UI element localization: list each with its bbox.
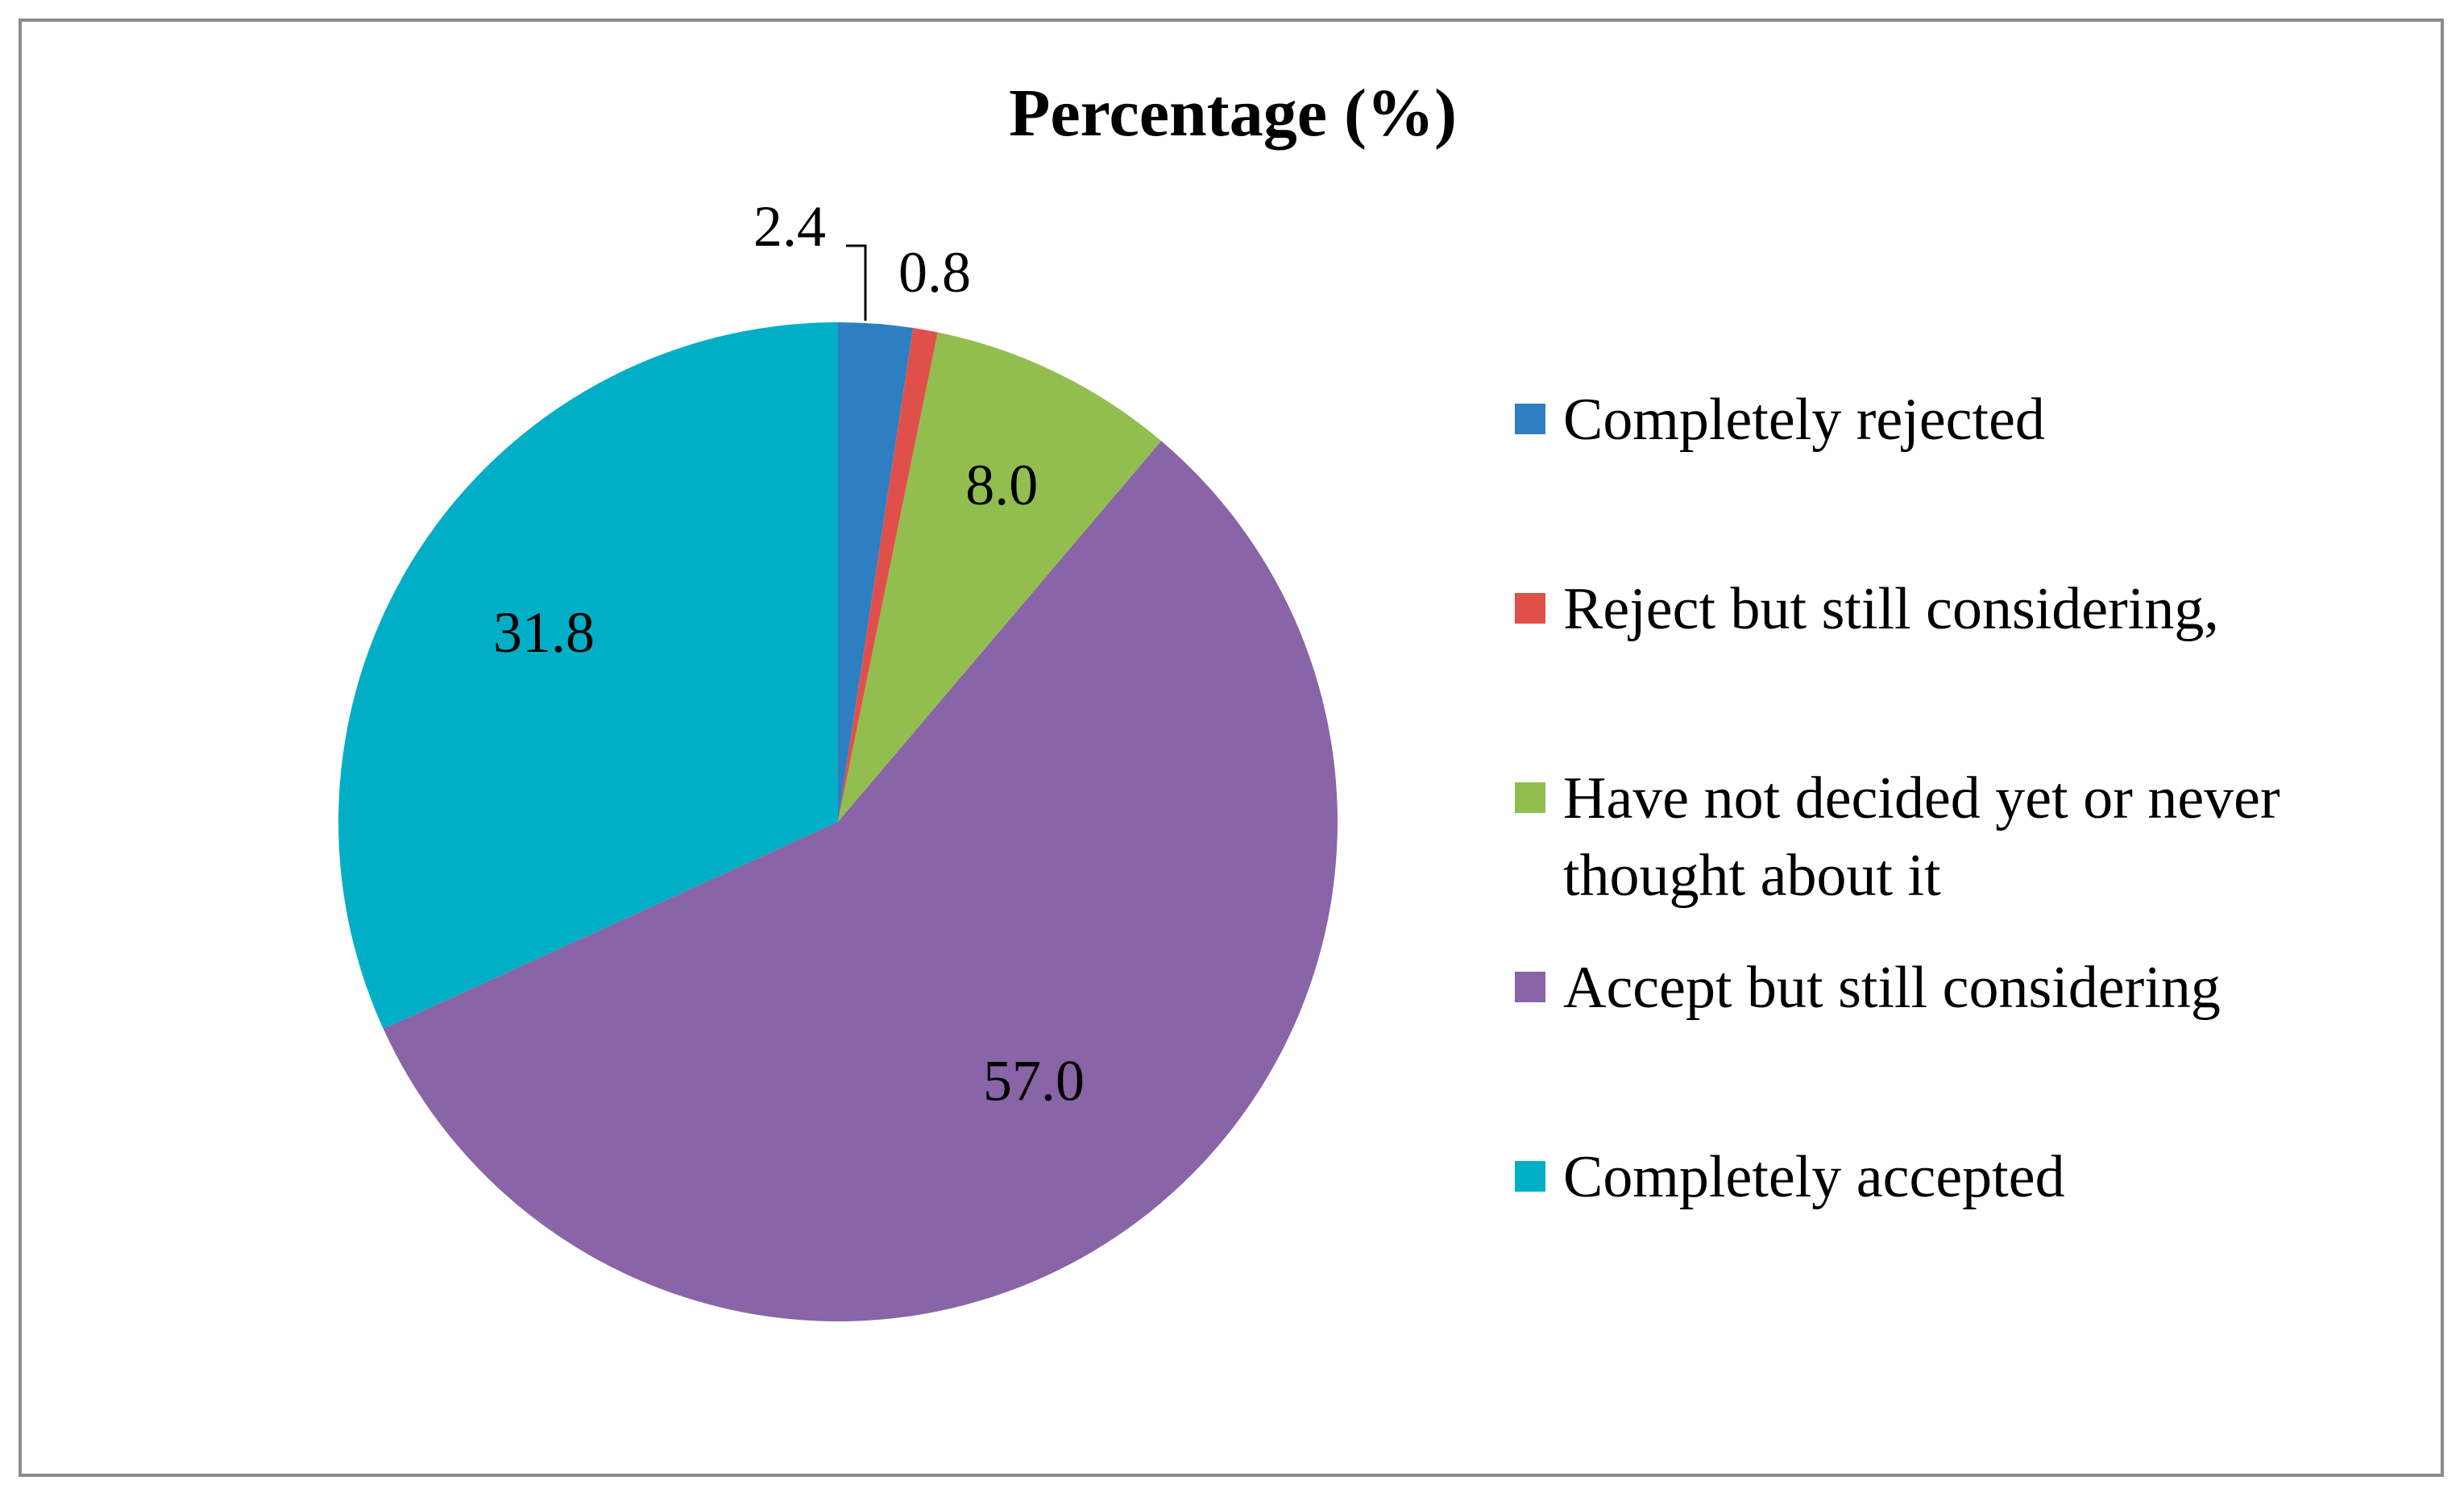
legend: Completely rejected Reject but still cons… bbox=[1515, 387, 2280, 1210]
legend-swatch-reject-but-still-considering bbox=[1515, 593, 1545, 624]
chart-title: Percentage (%) bbox=[1009, 76, 1457, 151]
pie-slice-reject-but-still-considering bbox=[838, 328, 938, 823]
data-label-reject-but-still-considering: 0.8 bbox=[898, 240, 971, 305]
legend-label-completely-rejected: Completely rejected bbox=[1563, 387, 2045, 453]
legend-label-accept-but-still-considering: Accept but still considering bbox=[1563, 955, 2221, 1021]
legend-label-completely-accepted: Completely accepted bbox=[1563, 1144, 2065, 1210]
data-label-accept-but-still-considering: 57.0 bbox=[983, 1049, 1085, 1113]
legend-label-reject-but-still-considering: Reject but still considering, bbox=[1563, 576, 2219, 642]
legend-swatch-have-not-decided-yet-or-never-thought-about-it bbox=[1515, 782, 1545, 813]
legend-label-have-not-decided-yet-or-never-thought-about-it: Have not decided yet or never thought abo… bbox=[1563, 765, 2280, 909]
data-labels: 2.4 0.8 8.0 57.0 31.8 bbox=[493, 194, 1085, 1113]
pie-slice-accept-but-still-considering bbox=[383, 441, 1338, 1322]
leader-line-completely-rejected bbox=[846, 244, 867, 321]
pie-slices bbox=[338, 322, 1338, 1322]
data-label-completely-rejected: 2.4 bbox=[753, 194, 826, 259]
data-label-completely-accepted: 31.8 bbox=[493, 600, 595, 665]
legend-swatch-completely-rejected bbox=[1515, 404, 1545, 434]
legend-swatch-completely-accepted bbox=[1515, 1161, 1545, 1192]
data-label-have-not-decided-yet-or-never-thought-about-it: 8.0 bbox=[965, 453, 1038, 517]
leader-lines bbox=[846, 244, 867, 321]
pie-slice-have-not-decided-yet-or-never-thought-about-it bbox=[838, 332, 1162, 822]
legend-swatch-accept-but-still-considering bbox=[1515, 972, 1545, 1002]
pie-slice-completely-rejected bbox=[838, 322, 914, 822]
pie-slice-completely-accepted bbox=[338, 322, 838, 1029]
